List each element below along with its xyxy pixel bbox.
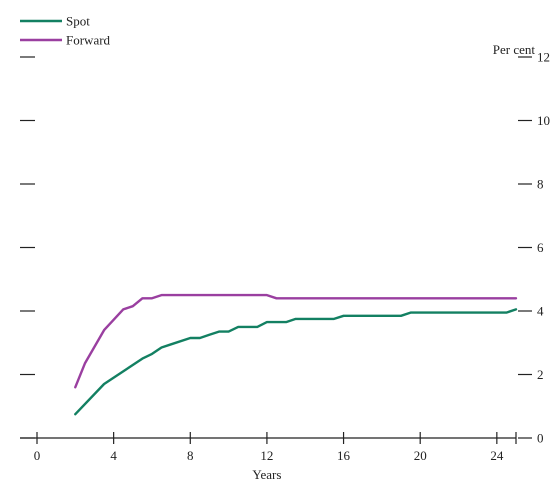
series-line-forward xyxy=(74,293,518,389)
y-tick-label: 8 xyxy=(537,177,544,192)
x-axis-title: Years xyxy=(252,467,281,482)
x-tick-label: 24 xyxy=(490,448,504,463)
x-tick-label: 0 xyxy=(34,448,41,463)
legend-label: Forward xyxy=(66,33,111,48)
y-tick-label: 12 xyxy=(537,50,550,65)
y-tick-label: 10 xyxy=(537,113,550,128)
y-tick-label: 6 xyxy=(537,240,544,255)
x-tick-label: 16 xyxy=(337,448,351,463)
x-tick-label: 8 xyxy=(187,448,194,463)
legend-label: Spot xyxy=(66,14,90,29)
left-axis-ticks xyxy=(20,56,35,439)
y-tick-label: 4 xyxy=(537,304,544,319)
right-axis: 0 2 4 6 8 10 12 xyxy=(518,50,550,446)
y-tick-label: 0 xyxy=(537,431,544,446)
x-tick-label: 12 xyxy=(260,448,273,463)
legend: Spot Forward xyxy=(20,14,111,48)
series-line-spot xyxy=(74,308,518,416)
y-tick-label: 2 xyxy=(537,367,544,382)
y-axis-title: Per cent xyxy=(493,42,536,57)
x-axis: 0 4 8 12 16 20 24 xyxy=(20,432,517,463)
plot-lines xyxy=(74,293,518,416)
x-tick-label: 20 xyxy=(414,448,427,463)
x-tick-label: 4 xyxy=(110,448,117,463)
